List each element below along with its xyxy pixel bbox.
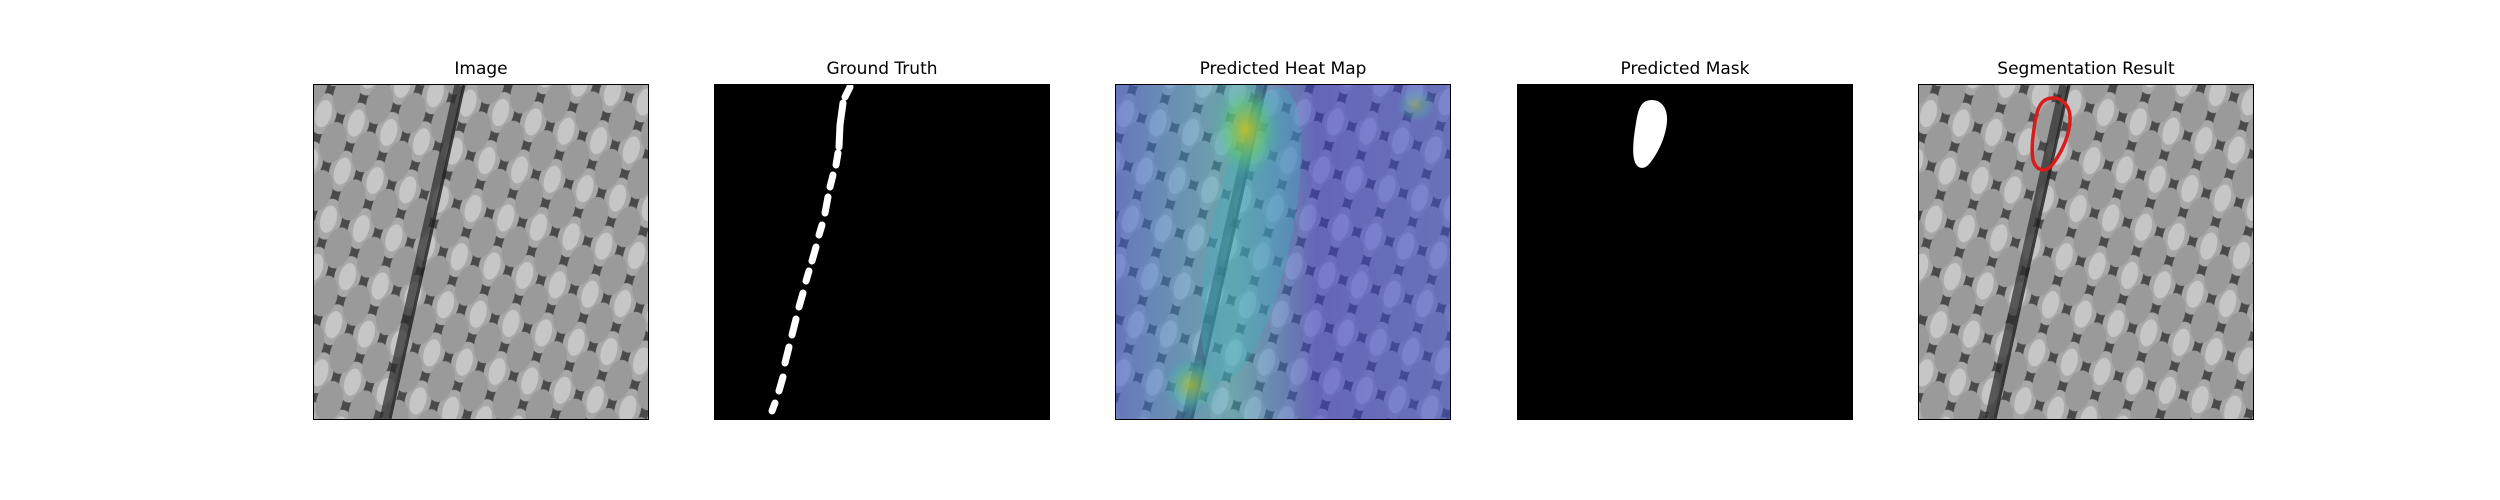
- predicted-mask-frame: [1517, 84, 1853, 420]
- segmentation-result-frame: [1918, 84, 2254, 420]
- ground-truth-frame: [714, 84, 1050, 420]
- panel-title-ground-truth: Ground Truth: [826, 59, 938, 79]
- ground-truth-mask: [715, 85, 1049, 419]
- image-frame: [313, 84, 649, 420]
- panel-title-predicted-mask: Predicted Mask: [1620, 59, 1750, 79]
- segmentation-overlay: [1919, 85, 2253, 419]
- predicted-mask: [1518, 85, 1852, 419]
- heat-map-frame: [1115, 84, 1451, 420]
- panel-title-image: Image: [454, 59, 508, 79]
- panel-title-segmentation-result: Segmentation Result: [1997, 59, 2175, 79]
- mesh-image: [314, 85, 648, 419]
- segmentation-contour: [2030, 96, 2072, 172]
- heat-map-overlay: [1116, 85, 1450, 419]
- panel-title-heat-map: Predicted Heat Map: [1199, 59, 1367, 79]
